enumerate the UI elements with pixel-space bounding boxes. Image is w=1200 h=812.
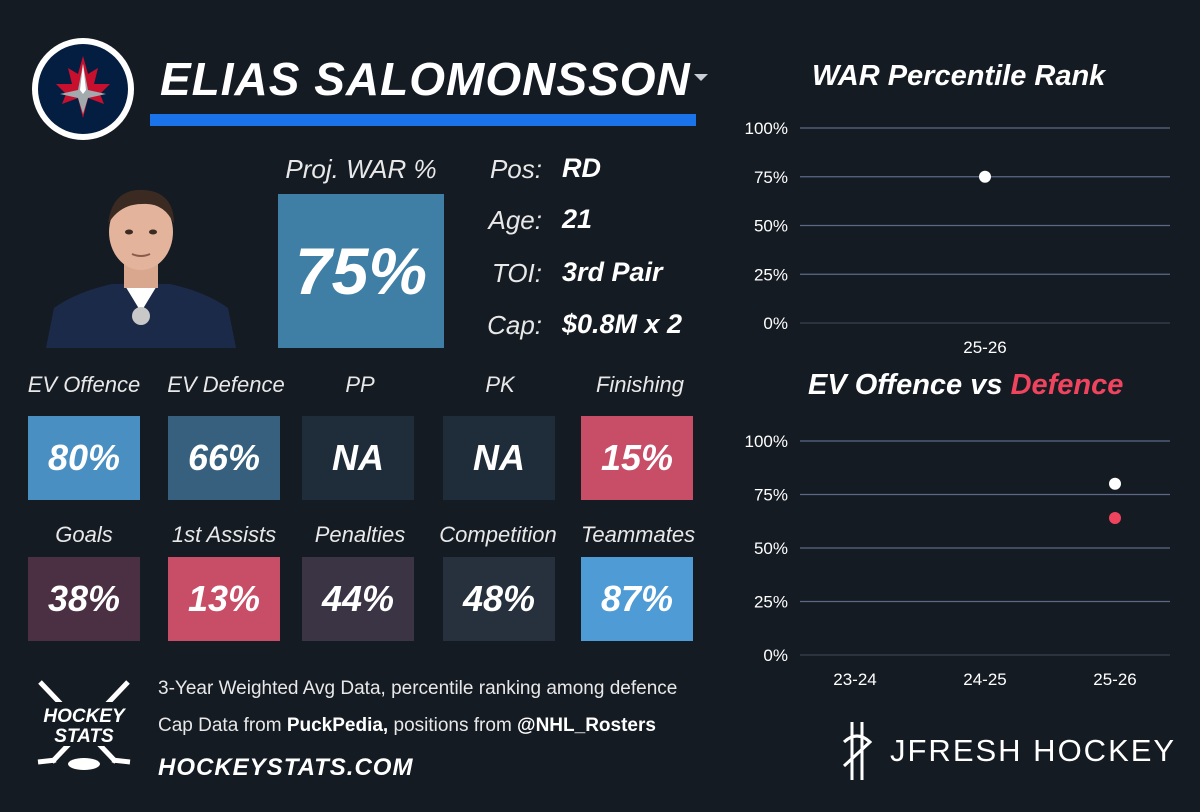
jfresh-logo-icon <box>842 722 873 780</box>
info-age-key: Age: <box>488 205 543 235</box>
footer-line2: Cap Data from PuckPedia, positions from … <box>158 715 656 737</box>
x-tick-label: 24-25 <box>963 670 1006 689</box>
y-tick-label: 50% <box>754 217 788 236</box>
ev-offence-defence-chart: 0% 25% 50% 75% 100% 23-24 24-25 25-26 <box>745 432 1170 689</box>
chart1-title: WAR Percentile Rank <box>812 60 1106 92</box>
player-photo <box>46 180 236 348</box>
stat-box-competition: 48% <box>443 557 555 641</box>
nhl-rosters-link[interactable]: @NHL_Rosters <box>517 715 656 736</box>
stat-label-finishing: Finishing <box>595 372 685 397</box>
info-cap-key: Cap: <box>487 310 542 340</box>
data-point <box>979 170 991 183</box>
stat-box-pk: NA <box>443 416 555 500</box>
stat-label-ev-offence: EV Offence <box>27 372 141 397</box>
y-tick-label: 0% <box>763 314 788 333</box>
footer-line2-mid: positions from <box>388 715 518 736</box>
stat-box-ev-offence: 80% <box>28 416 140 500</box>
x-tick-label: 25-26 <box>1093 670 1136 689</box>
puckpedia-link[interactable]: PuckPedia, <box>286 715 389 736</box>
y-tick-label: 100% <box>745 119 788 138</box>
info-age-value: 21 <box>562 204 593 234</box>
info-toi-key: TOI: <box>491 258 542 288</box>
stat-label-1st-assists: 1st Assists <box>171 522 277 547</box>
stat-box-pp: NA <box>302 416 414 500</box>
stat-label-pp: PP <box>345 372 375 397</box>
footer-line1: 3-Year Weighted Avg Data, percentile ran… <box>158 678 678 699</box>
y-tick-label: 0% <box>763 646 788 665</box>
hs-logo-text-2: STATS <box>54 726 114 747</box>
stat-label-competition: Competition <box>439 522 557 547</box>
y-tick-label: 75% <box>754 486 788 505</box>
player-dropdown-caret-icon[interactable] <box>694 74 708 81</box>
chart2-title-part1: EV Offence vs <box>808 369 1011 401</box>
y-tick-label: 75% <box>754 168 788 187</box>
stat-label-pk: PK <box>485 372 515 397</box>
team-logo <box>32 38 134 140</box>
footer-line2-prefix: Cap Data from <box>158 715 287 736</box>
y-tick-label: 50% <box>754 539 788 558</box>
stat-label-ev-defence: EV Defence <box>167 372 285 397</box>
y-tick-label: 100% <box>745 432 788 451</box>
jet-maple-leaf-icon <box>56 56 110 118</box>
stat-label-teammates: Teammates <box>580 522 696 547</box>
data-point <box>1109 477 1121 490</box>
hockey-stats-logo: HOCKEY STATS <box>30 676 138 780</box>
stat-label-goals: Goals <box>55 522 113 547</box>
stat-label-penalties: Penalties <box>314 522 406 547</box>
hs-logo-text-1: HOCKEY <box>43 706 127 727</box>
stat-box-penalties: 44% <box>302 557 414 641</box>
war-percentile-chart: 0% 25% 50% 75% 100% 25-26 <box>745 119 1170 357</box>
stat-box-ev-defence: 66% <box>168 416 280 500</box>
y-tick-label: 25% <box>754 593 788 612</box>
chart2-title-part2: Defence <box>1010 369 1124 401</box>
x-tick-label: 25-26 <box>963 338 1006 357</box>
info-pos-value: RD <box>562 153 601 183</box>
y-tick-label: 25% <box>754 265 788 284</box>
stat-box-goals: 38% <box>28 557 140 641</box>
info-toi-value: 3rd Pair <box>562 257 663 287</box>
stat-box-finishing: 15% <box>581 416 693 500</box>
stat-box-teammates: 87% <box>581 557 693 641</box>
x-tick-label: 23-24 <box>833 670 876 689</box>
proj-war-label: Proj. WAR % <box>285 154 437 184</box>
chart2-title: EV Offence vs Defence <box>808 369 1123 402</box>
jfresh-hockey-brand: JFRESH HOCKEY <box>890 733 1177 768</box>
stat-box-1st-assists: 13% <box>168 557 280 641</box>
name-underline <box>150 114 696 126</box>
proj-war-value: 75% <box>278 194 444 348</box>
info-cap-value: $0.8M x 2 <box>562 309 683 339</box>
data-point <box>1109 512 1121 525</box>
hockeystats-site-link[interactable]: HOCKEYSTATS.COM <box>158 754 414 781</box>
info-pos-key: Pos: <box>489 154 542 184</box>
player-name: ELIAS SALOMONSSON <box>160 53 691 105</box>
